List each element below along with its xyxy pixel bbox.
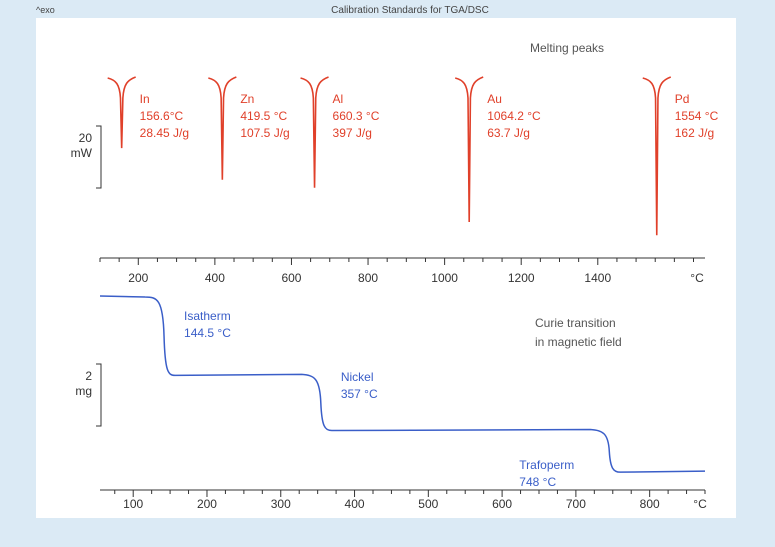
- tga-tick-label: 800: [640, 497, 660, 511]
- dsc-peak-label-metal: Pd: [675, 92, 690, 106]
- dsc-peak-au: [454, 76, 484, 223]
- tga-tick-label: 200: [197, 497, 217, 511]
- tga-minor-ticks: [114, 490, 706, 497]
- tga-scale-value: 2: [85, 369, 92, 383]
- chart-title: Calibration Standards for TGA/DSC: [331, 5, 489, 16]
- tga-step-temp: 748 °C: [519, 475, 556, 489]
- dsc-peak-label-temp: 660.3 °C: [333, 109, 380, 123]
- dsc-peak-label-temp: 1064.2 °C: [487, 109, 541, 123]
- tga-annotation-line1: Curie transition: [535, 316, 616, 330]
- dsc-peak-label-temp: 156.6°C: [140, 109, 184, 123]
- dsc-tick-labels: 200 400 600 800 1000 1200 1400: [128, 271, 611, 285]
- tga-step-name: Nickel: [341, 370, 374, 384]
- dsc-tick-label: 800: [358, 271, 378, 285]
- tga-tick-label: 700: [566, 497, 586, 511]
- dsc-tick-label: 400: [205, 271, 225, 285]
- dsc-peak-label-metal: Au: [487, 92, 502, 106]
- tga-step-temp: 357 °C: [341, 387, 378, 401]
- dsc-tick-label: 1000: [431, 271, 458, 285]
- tga-tick-label: 300: [271, 497, 291, 511]
- dsc-peak-label-metal: In: [140, 92, 150, 106]
- tga-step-name: Trafoperm: [519, 458, 574, 472]
- dsc-peak-label-metal: Al: [333, 92, 344, 106]
- dsc-scale-unit: mW: [71, 146, 93, 160]
- tga-annotation-line2: in magnetic field: [535, 335, 622, 349]
- dsc-peak-label-enthalpy: 28.45 J/g: [140, 126, 189, 140]
- tga-step-labels: Isatherm 144.5 °C Nickel 357 °C Trafoperm 748…: [184, 309, 574, 489]
- dsc-peak-label-enthalpy: 107.5 J/g: [240, 126, 289, 140]
- dsc-tick-label: 200: [128, 271, 148, 285]
- dsc-peak-label-enthalpy: 63.7 J/g: [487, 126, 530, 140]
- dsc-scale-bar: [96, 125, 102, 189]
- tga-step-temp: 144.5 °C: [184, 326, 231, 340]
- dsc-scale-value: 20: [79, 131, 93, 145]
- tga-curve-line: [99, 295, 706, 473]
- dsc-peak-curves: [107, 76, 672, 236]
- exo-label: ^exo: [36, 5, 55, 15]
- tga-tick-label: 400: [345, 497, 365, 511]
- dsc-x-unit: °C: [690, 271, 704, 285]
- dsc-minor-ticks: [99, 258, 695, 265]
- dsc-peak-label-metal: Zn: [240, 92, 254, 106]
- dsc-tick-label: 600: [281, 271, 301, 285]
- dsc-peak-al: [300, 76, 329, 188]
- tga-scale-bar: [96, 363, 102, 427]
- tga-scale-unit: mg: [75, 384, 92, 398]
- dsc-tick-label: 1400: [584, 271, 611, 285]
- dsc-peak-zn: [208, 76, 237, 180]
- tga-tick-label: 600: [492, 497, 512, 511]
- tga-step-name: Isatherm: [184, 309, 231, 323]
- tga-tick-label: 100: [123, 497, 143, 511]
- dsc-peak-pd: [642, 76, 672, 236]
- dsc-peak-labels: In 156.6°C 28.45 J/g Zn 419.5 °C 107.5 J/g Al 6…: [140, 92, 719, 140]
- tga-tick-labels: 100 200 300 400 500 600 700 800: [123, 497, 660, 511]
- dsc-tick-label: 1200: [508, 271, 535, 285]
- dsc-peak-in: [107, 76, 136, 149]
- tga-step-curve: [99, 295, 706, 473]
- tga-x-unit: °C: [693, 497, 707, 511]
- tga-tick-label: 500: [418, 497, 438, 511]
- dsc-annotation: Melting peaks: [530, 41, 604, 55]
- dsc-peak-label-enthalpy: 397 J/g: [333, 126, 372, 140]
- dsc-peak-label-enthalpy: 162 J/g: [675, 126, 714, 140]
- chart-panel: [36, 18, 736, 518]
- dsc-peak-label-temp: 1554 °C: [675, 109, 719, 123]
- dsc-peak-label-temp: 419.5 °C: [240, 109, 287, 123]
